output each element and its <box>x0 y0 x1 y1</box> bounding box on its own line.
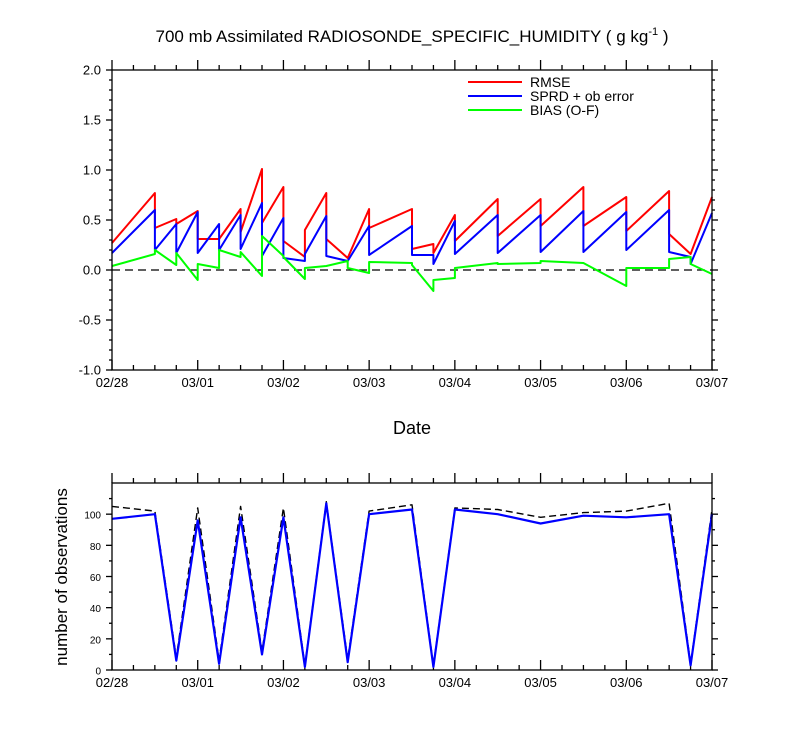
y-tick-label: 0.0 <box>83 263 101 278</box>
y-tick-label: 0 <box>95 667 101 678</box>
y-tick-label: 0.5 <box>83 213 101 228</box>
bottom-axis-ticks <box>106 473 718 671</box>
y-tick-label: 60 <box>90 573 102 584</box>
y-tick-label: 40 <box>90 604 102 615</box>
x-axis-label: Date <box>393 418 431 438</box>
series-line-possible <box>111 501 713 666</box>
chart-title: 700 mb Assimilated RADIOSONDE_SPECIFIC_H… <box>156 26 669 46</box>
x-tick-label: 03/05 <box>524 675 557 690</box>
legend-label: BIAS (O-F) <box>530 102 599 118</box>
top-series-lines <box>111 168 713 292</box>
top-axis-tick-labels: 02/28 03/01 03/02 03/03 03/04 03/05 03/06 03/07… <box>79 63 729 391</box>
x-tick-label: 03/06 <box>610 675 643 690</box>
x-tick-label: 03/07 <box>696 675 729 690</box>
legend-label: RMSE <box>530 74 570 90</box>
top-plot-frame <box>111 69 713 371</box>
top-chart: 700 mb Assimilated RADIOSONDE_SPECIFIC_H… <box>79 26 729 438</box>
y-tick-label: 100 <box>84 511 101 522</box>
y-tick-label: 80 <box>90 542 102 553</box>
y-tick-label: 1.5 <box>83 113 101 128</box>
x-tick-label: 03/02 <box>267 675 300 690</box>
y-tick-label: -0.5 <box>79 313 101 328</box>
bottom-plot-frame <box>111 482 713 671</box>
x-tick-label: 02/28 <box>96 675 129 690</box>
y-tick-label: 1.0 <box>83 163 101 178</box>
x-tick-label: 03/05 <box>524 375 557 390</box>
series-line-bias-o-f- <box>111 235 713 292</box>
y-axis-label: number of observations <box>52 488 71 666</box>
y-tick-label: -1.0 <box>79 363 101 378</box>
x-tick-label: 03/01 <box>181 375 214 390</box>
bottom-chart: 02/28 03/01 03/02 03/03 03/04 03/05 03/06 03/07… <box>52 473 728 690</box>
x-tick-label: 03/01 <box>181 675 214 690</box>
x-tick-label: 03/04 <box>439 675 472 690</box>
bottom-series-lines <box>111 501 714 669</box>
x-tick-label: 03/02 <box>267 375 300 390</box>
x-tick-label: 03/03 <box>353 675 386 690</box>
x-tick-label: 03/04 <box>439 375 472 390</box>
x-tick-label: 02/28 <box>96 375 129 390</box>
x-tick-label: 03/03 <box>353 375 386 390</box>
legend-label: SPRD + ob error <box>530 88 634 104</box>
x-tick-label: 03/06 <box>610 375 643 390</box>
y-tick-label: 2.0 <box>83 63 101 78</box>
series-line-sprd-ob-error <box>111 202 713 265</box>
bottom-axis-tick-labels: 02/28 03/01 03/02 03/03 03/04 03/05 03/06 03/07… <box>84 511 728 690</box>
series-line-assimilated <box>111 502 714 669</box>
x-tick-label: 03/07 <box>696 375 729 390</box>
y-tick-label: 20 <box>90 635 102 646</box>
